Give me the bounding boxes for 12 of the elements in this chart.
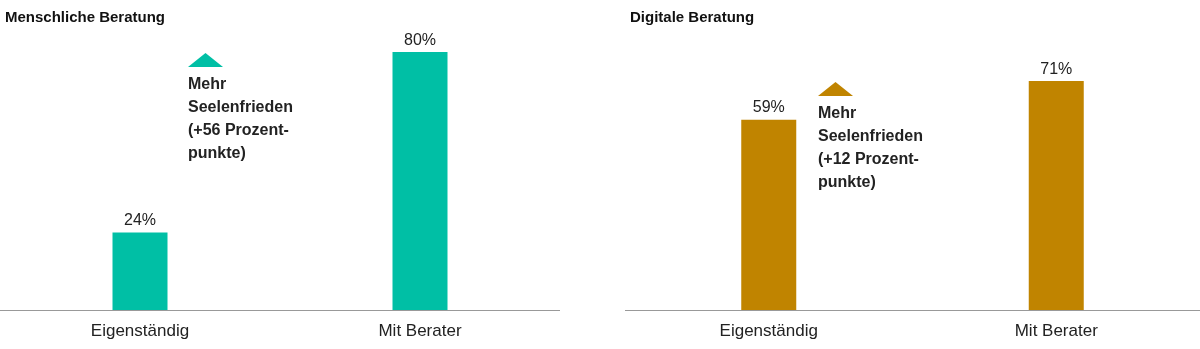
chart-title: Digitale Beratung (630, 8, 755, 25)
x-tick-label: Eigenständig (719, 321, 818, 340)
x-tick-label: Mit Berater (378, 321, 462, 340)
data-label: 24% (123, 211, 157, 229)
annotation: Mehr Seelenfrieden (+56 Prozent- punkte) (188, 75, 293, 161)
data-label: 59% (752, 98, 785, 116)
data-label: 71% (1040, 59, 1073, 77)
annotation: Mehr Seelenfrieden (+12 Prozent- punkte) (818, 104, 923, 191)
x-tick-label: Mit Berater (1014, 321, 1099, 340)
x-tick-label: Eigenständig (90, 321, 190, 340)
chart-title: Menschliche Beratung (5, 8, 166, 25)
data-label: 80% (403, 30, 437, 48)
